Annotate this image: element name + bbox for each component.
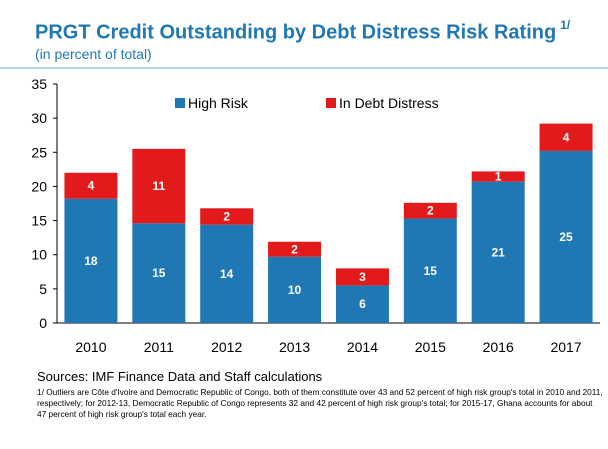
data-label-high-risk: 21: [492, 245, 506, 259]
axes: 0 5 10 15 20 25 30 35 2010 2011 2012 2013 2014 2015 20…: [31, 76, 600, 355]
data-label-high-risk: 15: [424, 264, 438, 278]
legend-label-debt-distress: In Debt Distress: [339, 95, 439, 111]
bar-debt-distress: [471, 171, 525, 182]
sources-note: Sources: IMF Finance Data and Staff calc…: [37, 369, 323, 384]
x-tick-label: 2015: [415, 339, 446, 355]
y-tick-label: 30: [31, 110, 47, 126]
x-tick-label: 2010: [75, 339, 106, 355]
data-label-high-risk: 25: [559, 230, 573, 244]
y-tick-label: 5: [39, 281, 47, 297]
bar-high-risk: [64, 198, 118, 323]
bar-debt-distress: [539, 123, 593, 151]
data-label-high-risk: 14: [220, 267, 234, 281]
bar-high-risk: [403, 218, 457, 323]
footnote: 1/ Outliers are Côte d'Ivoire and Democr…: [37, 387, 603, 419]
bar-debt-distress: [64, 172, 118, 199]
bar-high-risk: [335, 285, 389, 323]
y-tick-label: 20: [31, 178, 47, 194]
chart-subtitle: (in percent of total): [35, 46, 152, 62]
x-tick-label: 2012: [211, 339, 242, 355]
x-tick-label: 2014: [347, 339, 378, 355]
y-tick-label: 15: [31, 213, 47, 229]
x-tick-label: 2016: [483, 339, 514, 355]
legend: High Risk In Debt Distress: [175, 95, 439, 111]
chart-title-text: PRGT Credit Outstanding by Debt Distress…: [35, 21, 557, 44]
data-label-debt-distress: 2: [427, 204, 434, 218]
header-divider: [0, 67, 608, 69]
x-tick-label: 2011: [144, 339, 174, 355]
data-label-high-risk: 15: [152, 266, 166, 280]
data-label-debt-distress: 2: [291, 242, 298, 256]
bar-debt-distress: [335, 268, 389, 286]
bar-debt-distress: [403, 202, 457, 219]
y-tick-label: 0: [39, 315, 47, 331]
data-label-high-risk: 10: [288, 283, 302, 297]
data-label-debt-distress: 4: [88, 179, 95, 193]
x-tick-label: 2013: [279, 339, 310, 355]
bars: 18 4 15 11 14 2 10 2 6 3 15 2 21 1 25 4: [64, 123, 593, 323]
bar-debt-distress: [200, 208, 254, 225]
legend-label-high-risk: High Risk: [188, 95, 249, 111]
data-label-debt-distress: 11: [152, 179, 165, 193]
bar-debt-distress: [132, 148, 186, 224]
title-footnote-marker: 1/: [560, 18, 571, 32]
bar-high-risk: [539, 150, 593, 323]
bar-debt-distress: [268, 241, 322, 257]
header: PRGT Credit Outstanding by Debt Distress…: [0, 0, 608, 70]
data-label-high-risk: 18: [84, 254, 98, 268]
legend-swatch-high-risk: [175, 98, 185, 108]
bar-high-risk: [268, 256, 322, 323]
bar-high-risk: [200, 224, 254, 323]
legend-swatch-debt-distress: [326, 98, 336, 108]
stacked-bar-chart: 0 5 10 15 20 25 30 35 2010 2011 2012 2013 2014 2015 20…: [31, 76, 600, 355]
y-tick-label: 10: [31, 247, 47, 263]
data-label-debt-distress: 4: [563, 130, 570, 144]
x-tick-label: 2017: [550, 339, 581, 355]
bar-high-risk: [132, 223, 186, 323]
y-tick-label: 35: [31, 76, 47, 92]
title-block: PRGT Credit Outstanding by Debt Distress…: [35, 18, 600, 64]
data-label-debt-distress: 2: [223, 209, 230, 223]
bar-high-risk: [471, 181, 525, 323]
chart-title: PRGT Credit Outstanding by Debt Distress…: [35, 18, 571, 45]
data-label-debt-distress: 3: [359, 270, 366, 284]
y-tick-label: 25: [31, 144, 47, 160]
data-label-high-risk: 6: [359, 297, 366, 311]
data-label-debt-distress: 1: [495, 170, 502, 184]
